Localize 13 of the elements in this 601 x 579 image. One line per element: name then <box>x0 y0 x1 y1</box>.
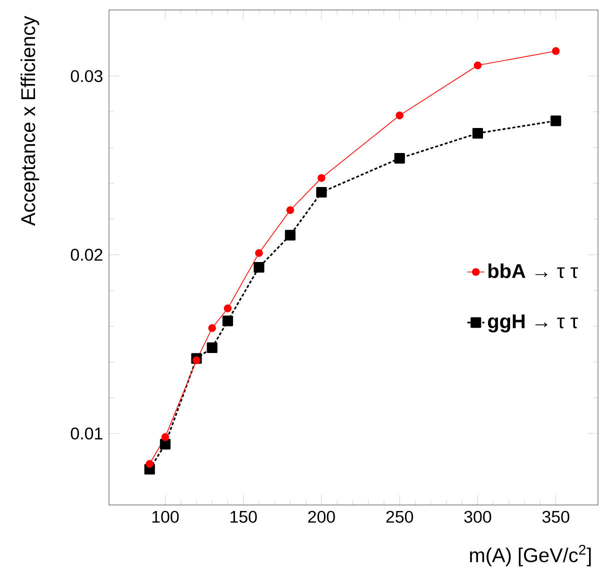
legend-label: ggH → τ τ <box>488 314 578 332</box>
x-axis-title: m(A) [GeV/c$^{2}$] <box>470 544 591 566</box>
legend-label: bbA → τ τ <box>488 263 578 278</box>
y-tick-label: 0.03 <box>70 70 102 82</box>
y-axis-title: Acceptance x Efficiency <box>20 16 40 226</box>
x-tick-label: 250 <box>386 510 414 523</box>
y-tick-label: 0.01 <box>70 428 102 440</box>
x-tick-label: 200 <box>308 510 335 523</box>
x-tick-label: 300 <box>464 510 492 523</box>
x-tick-label: 150 <box>230 510 257 523</box>
x-tick-label: 350 <box>542 510 570 523</box>
x-tick-label: 100 <box>152 510 179 523</box>
y-tick-label: 0.02 <box>70 248 102 261</box>
